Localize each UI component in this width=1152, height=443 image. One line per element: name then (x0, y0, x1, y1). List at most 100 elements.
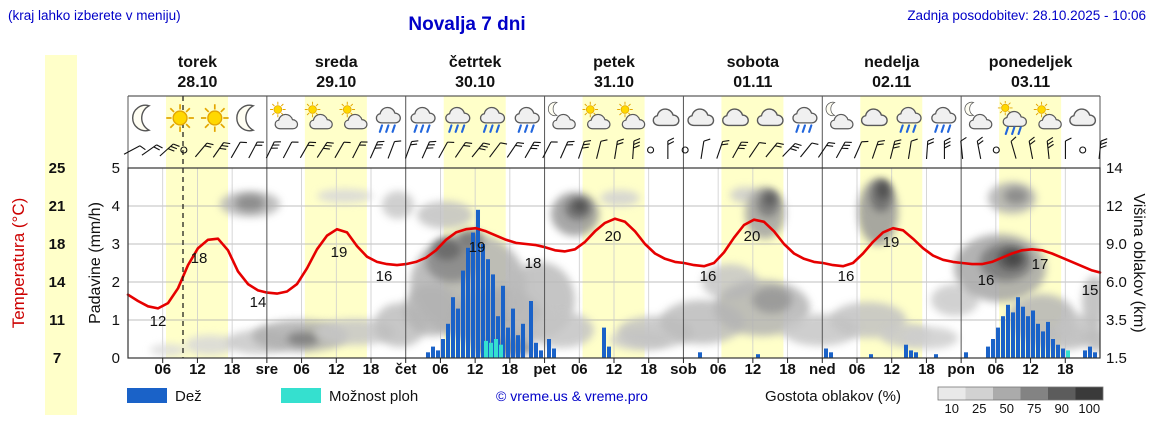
day-name: sobota (727, 54, 780, 71)
wind-barb-icon (596, 139, 608, 159)
x-tick-label: 06 (710, 361, 727, 378)
wind-barb-icon (614, 138, 624, 159)
shower-bar (484, 340, 488, 358)
rain-bar (602, 327, 606, 358)
rain-bar (1051, 339, 1055, 358)
page-title: Novalja 7 dni (408, 14, 525, 35)
temperature-tick: 25 (49, 160, 66, 177)
cloud-blob (150, 344, 186, 356)
cloud-blob (931, 284, 979, 316)
rain-bar (431, 346, 435, 358)
cloud-blob (287, 332, 319, 346)
copyright: © vreme.us & vreme.pro (496, 388, 648, 404)
cloud-density-swatch (1048, 387, 1076, 400)
cloud-density-swatch (938, 387, 966, 400)
day-name: sreda (315, 54, 358, 71)
rain-bar (446, 323, 450, 358)
cloud-blob (235, 195, 265, 211)
temperature-label: 16 (978, 272, 995, 289)
temperature-tick: 11 (49, 312, 65, 329)
rain-bar (1083, 350, 1087, 358)
wind-barb-icon (559, 140, 575, 159)
rain-bar (466, 247, 470, 358)
mooncloud-icon (826, 102, 853, 129)
rain-bar (476, 209, 480, 358)
wind-barb-icon (732, 141, 749, 159)
wind-barb-icon (716, 140, 730, 159)
x-tick-label: 06 (571, 361, 588, 378)
temperature-tick: 18 (49, 236, 66, 253)
temperature-label: 19 (331, 244, 348, 261)
shower-bar (1066, 350, 1070, 358)
wind-barb-icon (506, 141, 525, 158)
rain-bar (986, 346, 990, 358)
suncloud-icon (270, 102, 297, 129)
cloud-density-label: Gostota oblakov (%) (765, 388, 901, 405)
x-axis: 06 12 18 sre 06 12 18 čet 06 12 18 pet 06 12 18 sob 06 12… (154, 358, 1074, 378)
rain-bar (1016, 297, 1020, 358)
rain-bar (547, 339, 551, 358)
sun-icon (200, 103, 230, 133)
temperature-tick: 7 (53, 350, 61, 367)
rain-icon (793, 108, 817, 132)
rain-bar (1046, 321, 1050, 358)
mooncloud-icon (548, 102, 575, 129)
temperature-label: 16 (376, 268, 393, 285)
temperature-label: 19 (469, 239, 486, 256)
wind-barb-icon (282, 141, 299, 159)
x-tick-label: 06 (849, 361, 866, 378)
precipitation-tick: 3 (112, 236, 120, 253)
cloud-height-tick: 6.0 (1106, 274, 1127, 291)
cloud-blob (764, 192, 776, 206)
day-name: torek (178, 54, 217, 71)
rain-bar (934, 354, 938, 358)
rain-bar (521, 323, 525, 358)
temperature-label: 16 (700, 268, 717, 285)
rain-bar (1001, 316, 1005, 358)
cloud-blob (433, 238, 461, 260)
cloud-icon (652, 108, 680, 127)
legend-shower-swatch (281, 388, 321, 403)
x-tick-label: 12 (467, 361, 484, 378)
wind-barb-icon (1010, 136, 1017, 159)
day-band (304, 96, 367, 358)
x-tick-label: čet (395, 361, 417, 378)
cloud-density-scale-border (937, 386, 1104, 401)
wind-barbs-row (123, 136, 1108, 160)
rain-bar (607, 346, 611, 358)
x-tick-label: 12 (745, 361, 762, 378)
x-tick-label: 12 (189, 361, 206, 378)
x-tick-label: 12 (883, 361, 900, 378)
wind-barb-icon (889, 139, 902, 159)
rain-bar (511, 308, 515, 358)
wind-barb-icon (265, 141, 281, 159)
cloud-blob (1004, 188, 1028, 204)
rain-bar (1056, 344, 1060, 358)
wind-barb-icon (489, 142, 508, 158)
temperature-label: 15 (1082, 282, 1099, 299)
temperature-curve-layer (126, 217, 1102, 310)
day-date: 30.10 (455, 74, 495, 91)
cloud-blob (1082, 276, 1100, 328)
rain-bar (552, 348, 556, 358)
rain-bar (991, 339, 995, 358)
cloud-blob (317, 189, 373, 203)
day-date: 01.11 (733, 74, 772, 91)
day-band (166, 96, 228, 358)
x-tick-label: 06 (988, 361, 1005, 378)
wind-barb-icon (907, 138, 918, 159)
wind-barb-icon (230, 141, 247, 159)
rain-bar (824, 348, 828, 358)
temperature-tick: 14 (49, 274, 66, 291)
temperature-scale-strip (45, 55, 77, 415)
cloud-height-tick: 9.0 (1106, 236, 1127, 253)
wind-barb-icon (925, 137, 935, 160)
cloud-icon (1069, 108, 1097, 127)
wind-barb-icon (471, 142, 491, 158)
temperature-annotations: 12 18 14 19 16 19 18 20 16 20 16 19 16 17 15 (150, 228, 1099, 330)
legend: Dež Možnost ploh © vreme.us & vreme.pro … (127, 386, 1104, 416)
wind-barb-icon (212, 142, 231, 158)
x-tick-label: 18 (502, 361, 519, 378)
